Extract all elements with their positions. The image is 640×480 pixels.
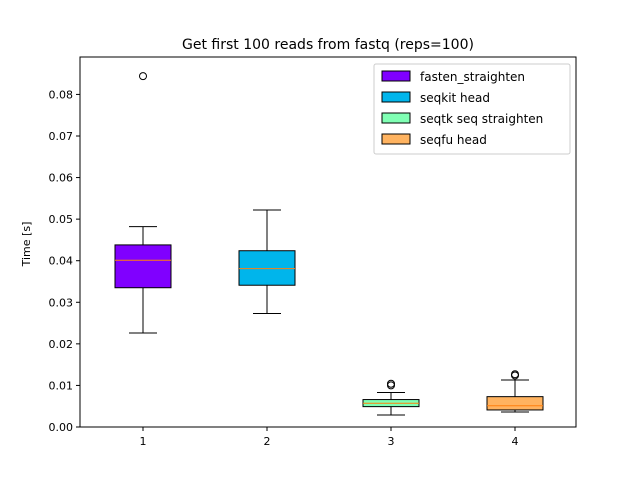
box-2 <box>238 209 296 315</box>
y-tick-label: 0.06 <box>49 172 74 185</box>
y-tick-label: 0.01 <box>49 379 74 392</box>
axes-frame <box>79 56 577 428</box>
x-tick-label: 3 <box>388 435 395 448</box>
y-tick-label: 0.04 <box>49 255 74 268</box>
box-body <box>238 250 296 286</box>
x-tick-label: 1 <box>140 435 147 448</box>
y-tick-label: 0.02 <box>49 338 74 351</box>
x-tick-label: 2 <box>264 435 271 448</box>
plot-area: 0.00 0.01 0.02 0.03 0.04 0.05 0.06 0.07 0.08 1 2 3 4 <box>49 72 544 448</box>
legend-frame <box>373 63 571 155</box>
legend-swatch <box>381 91 411 103</box>
y-axis-label: Time [s] <box>20 222 33 268</box>
legend-swatch <box>381 112 411 124</box>
y-tick-label: 0.05 <box>49 213 74 226</box>
box-1 <box>114 72 172 334</box>
box-body <box>486 396 544 411</box>
outlier-point <box>511 370 519 379</box>
chart-title: Get first 100 reads from fastq (reps=100… <box>182 37 474 53</box>
outlier-point <box>387 381 395 390</box>
legend-label: seqfu head <box>420 133 487 147</box>
x-tick-label: 4 <box>512 435 519 448</box>
box-3 <box>362 379 420 416</box>
legend-label: seqtk seq straighten <box>420 112 543 126</box>
outlier-point <box>139 72 147 81</box>
box-4 <box>486 370 544 413</box>
y-tick-label: 0.08 <box>49 88 74 101</box>
y-tick-label: 0.03 <box>49 296 74 309</box>
y-tick-label: 0.00 <box>49 421 74 434</box>
legend-label: seqkit head <box>420 91 490 105</box>
y-tick-label: 0.07 <box>49 130 74 143</box>
legend-label: fasten_straighten <box>420 70 525 84</box>
legend-swatch <box>381 133 411 145</box>
outlier-point <box>387 379 395 388</box>
legend-swatch <box>381 70 411 82</box>
box-body <box>114 244 172 289</box>
